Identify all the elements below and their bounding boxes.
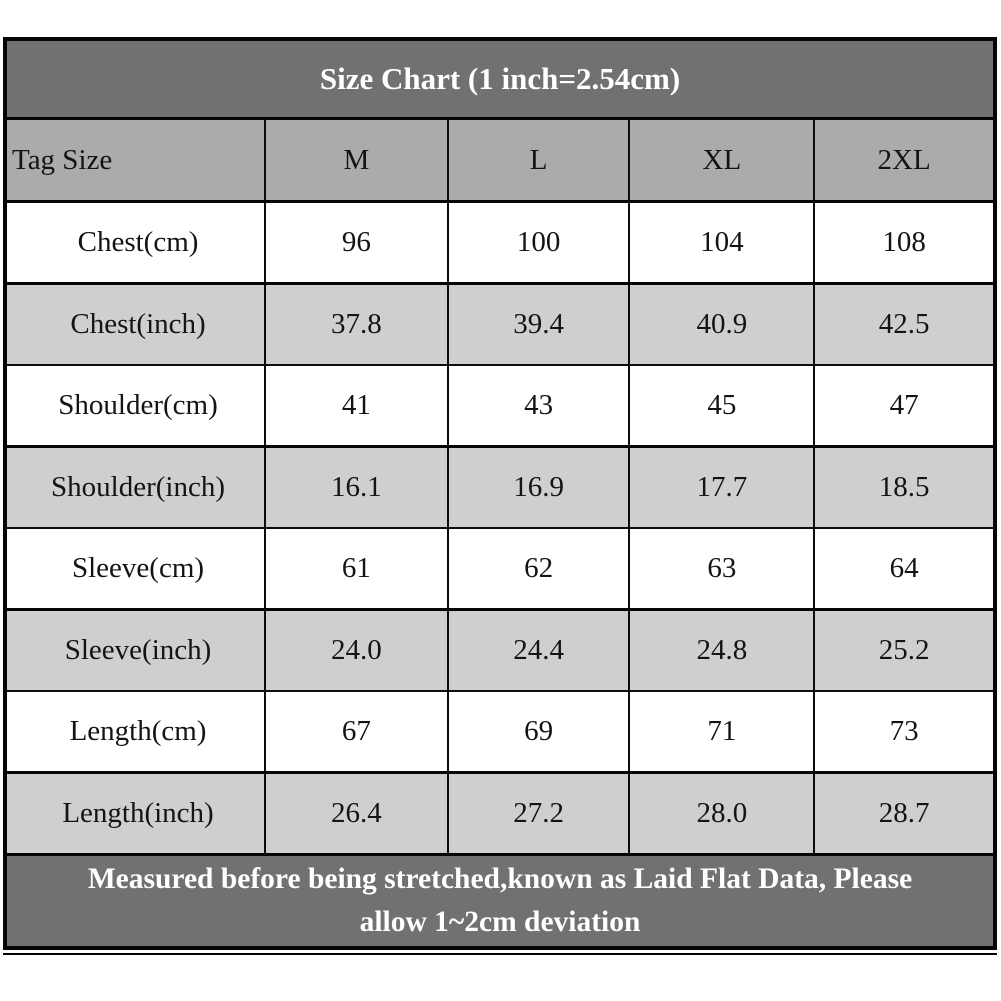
row-label: Chest(inch) xyxy=(3,282,267,366)
cell-value: 28.7 xyxy=(813,771,996,856)
header-row: Tag Size M L XL 2XL xyxy=(3,117,996,203)
title-row: Size Chart (1 inch=2.54cm) xyxy=(4,38,996,120)
cell-value: 104 xyxy=(628,200,816,285)
row-label: Sleeve(inch) xyxy=(3,608,267,692)
row-label: Length(inch) xyxy=(3,771,267,856)
table-row-sleeve-cm: Sleeve(cm) 61 62 63 64 xyxy=(3,527,996,611)
footer-note: Measured before being stretched,known as… xyxy=(4,853,996,949)
cell-value: 108 xyxy=(813,200,996,285)
row-label: Shoulder(cm) xyxy=(3,364,267,448)
cell-value: 39.4 xyxy=(446,282,631,366)
footer-note-line-1: Measured before being stretched,known as… xyxy=(87,863,913,895)
cell-value: 28.0 xyxy=(628,771,816,856)
cell-value: 62 xyxy=(446,527,631,611)
cell-value: 69 xyxy=(446,690,631,774)
row-label: Sleeve(cm) xyxy=(3,527,267,611)
cell-value: 24.8 xyxy=(628,608,816,692)
cell-value: 16.9 xyxy=(446,445,631,529)
header-size-2xl: 2XL xyxy=(813,117,996,203)
cell-value: 63 xyxy=(628,527,816,611)
cell-value: 64 xyxy=(813,527,996,611)
cell-value: 18.5 xyxy=(813,445,996,529)
cell-value: 27.2 xyxy=(446,771,631,856)
cell-value: 24.0 xyxy=(264,608,449,692)
cell-value: 16.1 xyxy=(264,445,449,529)
cell-value: 71 xyxy=(628,690,816,774)
size-chart-table: Size Chart (1 inch=2.54cm) Tag Size M L … xyxy=(3,37,997,955)
cell-value: 73 xyxy=(813,690,996,774)
cell-value: 25.2 xyxy=(813,608,996,692)
table-row-length-cm: Length(cm) 67 69 71 73 xyxy=(3,690,996,774)
table-row-sleeve-inch: Sleeve(inch) 24.0 24.4 24.8 25.2 xyxy=(3,608,996,692)
cell-value: 41 xyxy=(264,364,449,448)
table-row-chest-cm: Chest(cm) 96 100 104 108 xyxy=(3,200,996,285)
cell-value: 61 xyxy=(264,527,449,611)
cell-value: 45 xyxy=(628,364,816,448)
table-row-shoulder-inch: Shoulder(inch) 16.1 16.9 17.7 18.5 xyxy=(3,445,996,529)
table-title: Size Chart (1 inch=2.54cm) xyxy=(4,38,996,120)
table-row-length-inch: Length(inch) 26.4 27.2 28.0 28.7 xyxy=(3,771,996,856)
row-label: Shoulder(inch) xyxy=(3,445,267,529)
cell-value: 40.9 xyxy=(628,282,816,366)
cell-value: 17.7 xyxy=(628,445,816,529)
header-size-xl: XL xyxy=(628,117,816,203)
cell-value: 96 xyxy=(264,200,449,285)
cell-value: 42.5 xyxy=(813,282,996,366)
cell-value: 26.4 xyxy=(264,771,449,856)
cell-value: 100 xyxy=(446,200,631,285)
cell-value: 43 xyxy=(446,364,631,448)
cell-value: 24.4 xyxy=(446,608,631,692)
header-size-l: L xyxy=(446,117,631,203)
cell-value: 47 xyxy=(813,364,996,448)
cell-value: 37.8 xyxy=(264,282,449,366)
cell-value: 67 xyxy=(264,690,449,774)
header-tag-size: Tag Size xyxy=(3,117,267,203)
table-row-shoulder-cm: Shoulder(cm) 41 43 45 47 xyxy=(3,364,996,448)
row-label: Chest(cm) xyxy=(3,200,267,285)
row-label: Length(cm) xyxy=(3,690,267,774)
header-size-m: M xyxy=(264,117,449,203)
footer-row: Measured before being stretched,known as… xyxy=(4,853,996,949)
footer-note-line-2: allow 1~2cm deviation xyxy=(359,906,641,938)
table-row-chest-inch: Chest(inch) 37.8 39.4 40.9 42.5 xyxy=(3,282,996,366)
